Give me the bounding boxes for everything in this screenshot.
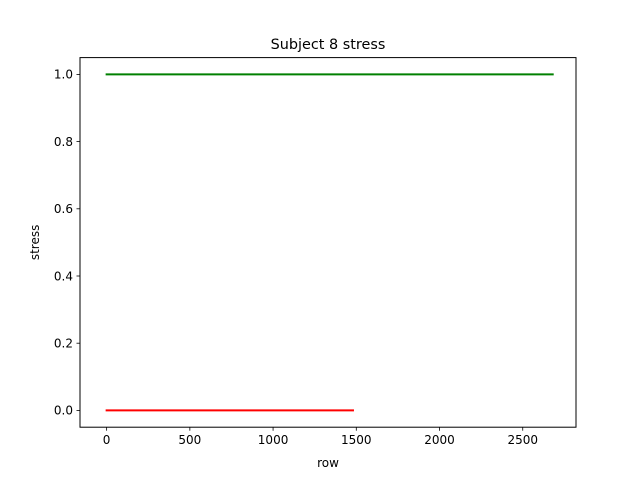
x-tick-label: 2000 (424, 433, 455, 447)
x-tick-label: 1000 (258, 433, 289, 447)
y-tick-label: 1.0 (54, 68, 73, 82)
x-tick-label: 0 (103, 433, 111, 447)
x-tick-label: 2500 (507, 433, 538, 447)
series-layer (105, 73, 554, 412)
y-ticks: 0.0 0.2 0.4 0.6 0.8 1.0 (54, 68, 80, 418)
x-tick-label: 500 (178, 433, 201, 447)
chart-title: Subject 8 stress (271, 37, 386, 53)
y-tick-label: 0.0 (54, 404, 73, 418)
y-tick-label: 0.6 (54, 202, 73, 216)
y-tick-label: 0.2 (54, 337, 73, 351)
plot-frame (79, 57, 577, 428)
x-ticks: 0 500 1000 1500 2000 2500 (103, 427, 538, 447)
y-tick-label: 0.4 (54, 269, 73, 283)
y-tick-label: 0.8 (54, 135, 73, 149)
x-axis-label: row (317, 456, 339, 470)
y-axis-label: stress (28, 225, 42, 261)
x-tick-label: 1500 (341, 433, 372, 447)
